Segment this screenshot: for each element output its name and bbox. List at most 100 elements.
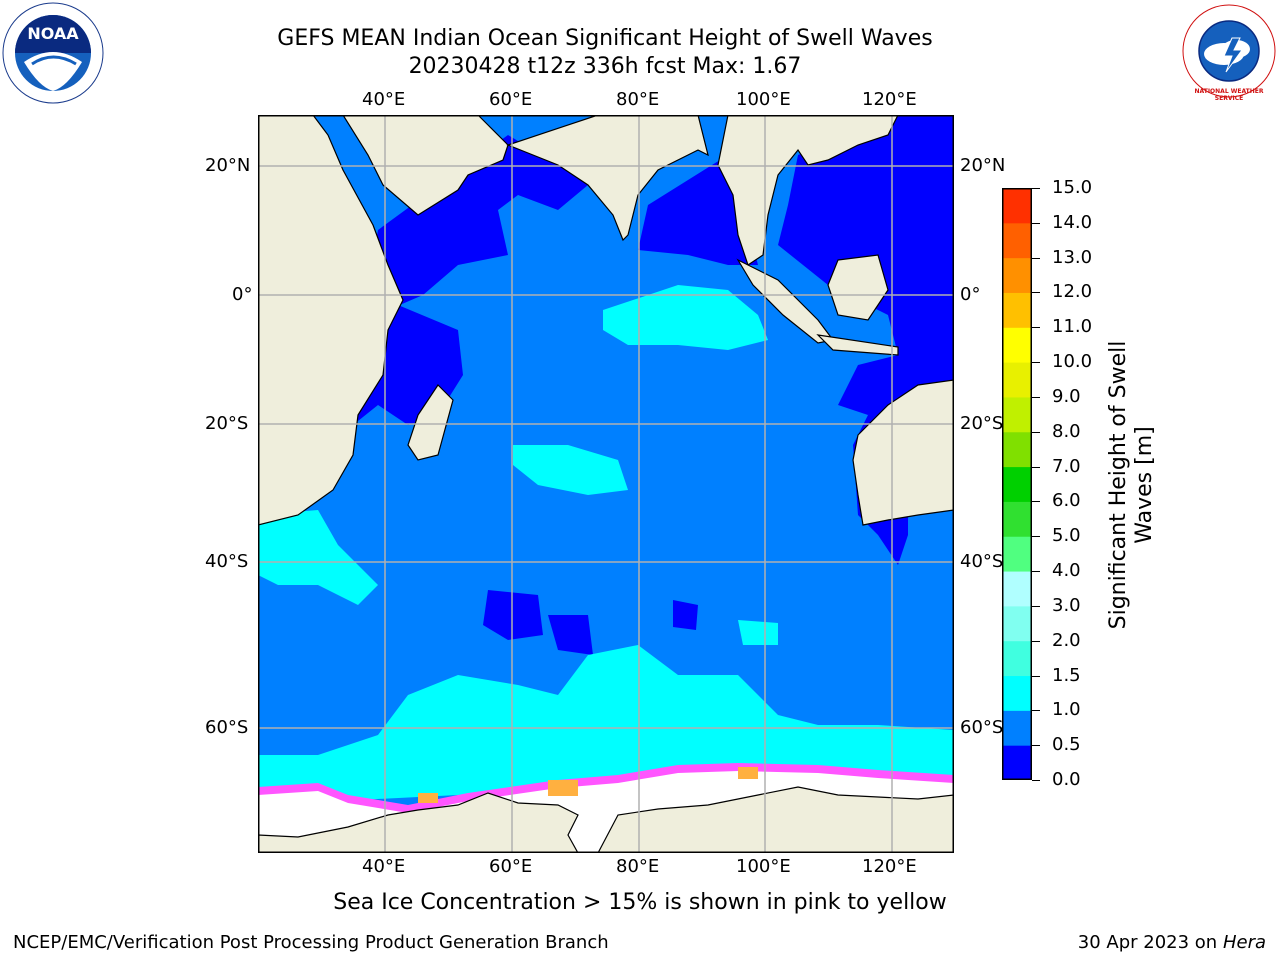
colorbar-tick-mark (1032, 571, 1040, 573)
colorbar-tick-label: 4.0 (1052, 560, 1081, 582)
lat-label-right-40s: 40°S (960, 551, 1004, 572)
lon-label-top-100e: 100°E (736, 89, 791, 110)
sea-ice-patch-3 (418, 793, 438, 803)
colorbar-band-0 (1002, 745, 1032, 780)
colorbar-tick-label: 0.0 (1052, 769, 1081, 790)
lat-label-left-40s: 40°S (205, 551, 249, 572)
equatorial-high-swell (603, 285, 768, 350)
southwest-high-swell (258, 510, 378, 605)
colorbar-tick-label: 2.0 (1052, 629, 1081, 651)
land-java (816, 334, 899, 356)
footer-date-text: 30 Apr 2023 on (1077, 932, 1223, 953)
footer-credit: NCEP/EMC/Verification Post Processing Pr… (13, 932, 609, 953)
land-antarctica (258, 786, 954, 853)
colorbar-band-5 (1002, 571, 1032, 607)
colorbar-tick-mark (1032, 257, 1040, 259)
lat-label-right-20n: 20°N (960, 155, 1006, 176)
lon-label-top-40e: 40°E (362, 89, 406, 110)
colorbar-tick-mark (1032, 710, 1040, 712)
colorbar-tick-label: 12.0 (1052, 281, 1093, 303)
colorbar-band-8 (1002, 466, 1032, 502)
lon-label-bottom-80e: 80°E (616, 856, 660, 877)
nws-logo: NATIONAL WEATHER SERVICE (1180, 2, 1278, 102)
colorbar-tick-label: 9.0 (1052, 385, 1081, 407)
colorbar-tick-label: 0.5 (1052, 734, 1081, 756)
colorbar-tick-label: 5.0 (1052, 525, 1081, 547)
noaa-logo-icon (2, 2, 104, 104)
lon-label-bottom-40e: 40°E (362, 856, 406, 877)
high-swell-patch (738, 620, 778, 645)
colorbar-tick-mark (1032, 466, 1040, 468)
colorbar-title: Significant Height of Swell Waves [m] (1102, 334, 1158, 636)
lat-label-left-60s: 60°S (205, 717, 249, 738)
colorbar-tick-mark (1032, 396, 1040, 398)
map-panel (258, 115, 954, 853)
southern-low-swell-1 (483, 590, 543, 640)
colorbar-tick-label: 15.0 (1052, 177, 1093, 198)
colorbar (1002, 188, 1032, 780)
southern-low-swell-2 (548, 615, 593, 655)
sea-ice-patch-2 (738, 767, 758, 779)
colorbar-tick-mark (1032, 292, 1040, 294)
nws-logo-text: NATIONAL WEATHER SERVICE (1194, 88, 1264, 102)
colorbar-tick-label: 1.5 (1052, 664, 1081, 686)
colorbar-band-15 (1002, 222, 1032, 259)
chart-subtitle: 20230428 t12z 336h fcst Max: 1.67 (408, 54, 802, 79)
lat-label-right-20s: 20°S (960, 413, 1004, 434)
lon-label-top-60e: 60°E (489, 89, 533, 110)
colorbar-band-9 (1002, 431, 1032, 468)
colorbar-tick-mark (1032, 327, 1040, 329)
colorbar-band-12 (1002, 327, 1032, 363)
colorbar-tick-mark (1032, 640, 1040, 642)
colorbar-tick-mark (1032, 362, 1040, 364)
colorbar-band-1 (1002, 710, 1032, 746)
colorbar-tick-mark (1032, 605, 1040, 607)
noaa-logo-text: NOAA (27, 24, 79, 43)
colorbar-tick-label: 11.0 (1052, 316, 1093, 338)
colorbar-tick-label: 6.0 (1052, 490, 1081, 512)
lon-label-bottom-120e: 120°E (862, 856, 917, 877)
land-india (506, 115, 709, 242)
southern-low-swell-3 (673, 600, 698, 630)
colorbar-tick-mark (1032, 675, 1040, 677)
lon-label-bottom-60e: 60°E (489, 856, 533, 877)
colorbar-band-14 (1002, 257, 1032, 293)
land-southeast-asia (717, 115, 899, 266)
colorbar-band-10 (1002, 396, 1032, 433)
colorbar-tick-mark (1032, 188, 1040, 189)
colorbar-band-11 (1002, 362, 1032, 398)
chart-title: GEFS MEAN Indian Ocean Significant Heigh… (277, 26, 933, 51)
colorbar-band-13 (1002, 292, 1032, 328)
map-grid (258, 115, 954, 853)
land-borneo (827, 254, 889, 321)
colorbar-tick-mark (1032, 745, 1040, 747)
colorbar-tick-mark (1032, 431, 1040, 433)
map-border (258, 115, 954, 853)
colorbar-band-4 (1002, 605, 1032, 642)
colorbar-tick-label: 8.0 (1052, 420, 1081, 442)
sea-ice-patch-1 (548, 780, 578, 796)
subtropical-high-swell (513, 445, 628, 495)
colorbar-tick-label: 7.0 (1052, 455, 1081, 477)
lat-label-right-60s: 60°S (960, 717, 1004, 738)
sea-ice-caption: Sea Ice Concentration > 15% is shown in … (333, 890, 947, 915)
noaa-logo: NOAA (2, 2, 104, 104)
colorbar-band-2 (1002, 675, 1032, 711)
land-madagascar (407, 384, 454, 461)
colorbar-tick-mark (1032, 780, 1040, 781)
lat-label-left-20s: 20°S (205, 413, 249, 434)
footer-date: 30 Apr 2023 on Hera (1078, 932, 1266, 953)
colorbar-tick-label: 1.0 (1052, 699, 1081, 721)
colorbar-tick-label: 13.0 (1052, 246, 1093, 268)
colorbar-title-line1: Significant Height of Swell (1106, 340, 1131, 630)
land-africa (258, 115, 509, 526)
colorbar-tick-mark (1032, 536, 1040, 538)
colorbar-band-7 (1002, 501, 1032, 537)
colorbar-tick-mark (1032, 222, 1040, 224)
lat-label-left-0: 0° (232, 284, 253, 305)
colorbar-tick-label: 3.0 (1052, 594, 1081, 616)
colorbar-tick-label: 10.0 (1052, 351, 1093, 373)
colorbar-band-3 (1002, 640, 1032, 677)
land-australia (852, 379, 954, 526)
lon-label-top-120e: 120°E (862, 89, 917, 110)
